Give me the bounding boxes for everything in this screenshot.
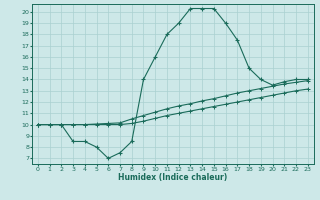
- X-axis label: Humidex (Indice chaleur): Humidex (Indice chaleur): [118, 173, 228, 182]
